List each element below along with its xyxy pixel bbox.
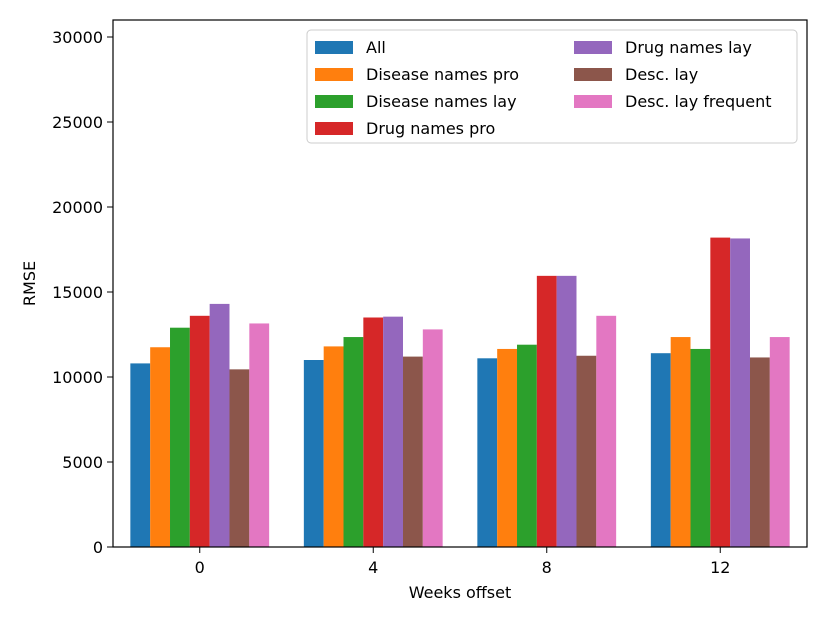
bar-drug-names-pro-8	[536, 275, 557, 547]
bar-disease-names-pro-0	[150, 347, 171, 547]
bar-disease-names-lay-8	[517, 344, 537, 547]
bar-desc-lay-8	[576, 355, 597, 547]
legend-label: Drug names lay	[625, 38, 752, 57]
legend-swatch	[315, 122, 353, 135]
legend-swatch	[574, 68, 612, 81]
bar-desc-lay-frequent-0	[249, 323, 270, 547]
bar-disease-names-pro-4	[323, 346, 344, 547]
y-tick-label: 30000	[52, 28, 103, 47]
legend: All Disease names pro Disease names lay Dru…	[306, 29, 798, 144]
bar-all-4	[303, 360, 324, 547]
bars-group	[130, 237, 790, 547]
y-axis-label: RMSE	[20, 261, 39, 306]
x-axis-ticks: 0 4 8 12	[195, 547, 730, 577]
bar-drug-names-lay-8	[556, 275, 577, 547]
bar-disease-names-lay-12	[690, 348, 711, 547]
bar-disease-names-pro-8	[497, 348, 518, 547]
legend-label: Desc. lay frequent	[625, 92, 772, 111]
bar-disease-names-pro-12	[670, 337, 691, 547]
legend-swatch	[574, 41, 612, 54]
bar-desc-lay-frequent-4	[422, 329, 443, 547]
y-tick-label: 25000	[52, 113, 103, 132]
bar-drug-names-pro-4	[363, 317, 384, 547]
bar-desc-lay-12	[749, 357, 770, 547]
bar-drug-names-lay-12	[730, 238, 750, 547]
y-tick-label: 0	[93, 538, 103, 557]
bar-desc-lay-4	[402, 356, 423, 547]
x-tick-label: 0	[195, 558, 205, 577]
x-tick-label: 4	[368, 558, 378, 577]
y-tick-label: 5000	[62, 453, 103, 472]
y-axis-ticks: 0 5000 10000 15000 20000 25000 30000	[52, 28, 113, 557]
bar-desc-lay-frequent-12	[769, 337, 790, 547]
bar-disease-names-lay-4	[343, 337, 364, 547]
legend-label: Desc. lay	[625, 65, 698, 84]
bar-drug-names-pro-0	[189, 315, 210, 547]
bar-disease-names-lay-0	[170, 327, 190, 547]
bar-drug-names-lay-4	[383, 316, 403, 547]
y-tick-label: 15000	[52, 283, 103, 302]
bar-all-8	[477, 358, 498, 547]
x-axis-label: Weeks offset	[409, 583, 512, 602]
y-tick-label: 10000	[52, 368, 103, 387]
y-tick-label: 20000	[52, 198, 103, 217]
legend-swatch	[574, 95, 612, 108]
legend-label: Drug names pro	[366, 119, 495, 138]
bar-drug-names-lay-0	[209, 303, 230, 547]
bar-desc-lay-0	[229, 369, 250, 547]
legend-swatch	[315, 41, 353, 54]
legend-label: All	[366, 38, 386, 57]
legend-swatch	[315, 95, 353, 108]
legend-label: Disease names lay	[366, 92, 517, 111]
legend-box	[306, 29, 798, 144]
legend-swatch	[315, 68, 353, 81]
x-tick-label: 12	[710, 558, 730, 577]
legend-label: Disease names pro	[366, 65, 519, 84]
x-tick-label: 8	[542, 558, 552, 577]
axes-frame	[112, 19, 808, 548]
bar-all-0	[130, 363, 151, 547]
bar-drug-names-pro-12	[710, 237, 731, 547]
bar-desc-lay-frequent-8	[596, 315, 617, 547]
bar-all-12	[650, 353, 671, 547]
